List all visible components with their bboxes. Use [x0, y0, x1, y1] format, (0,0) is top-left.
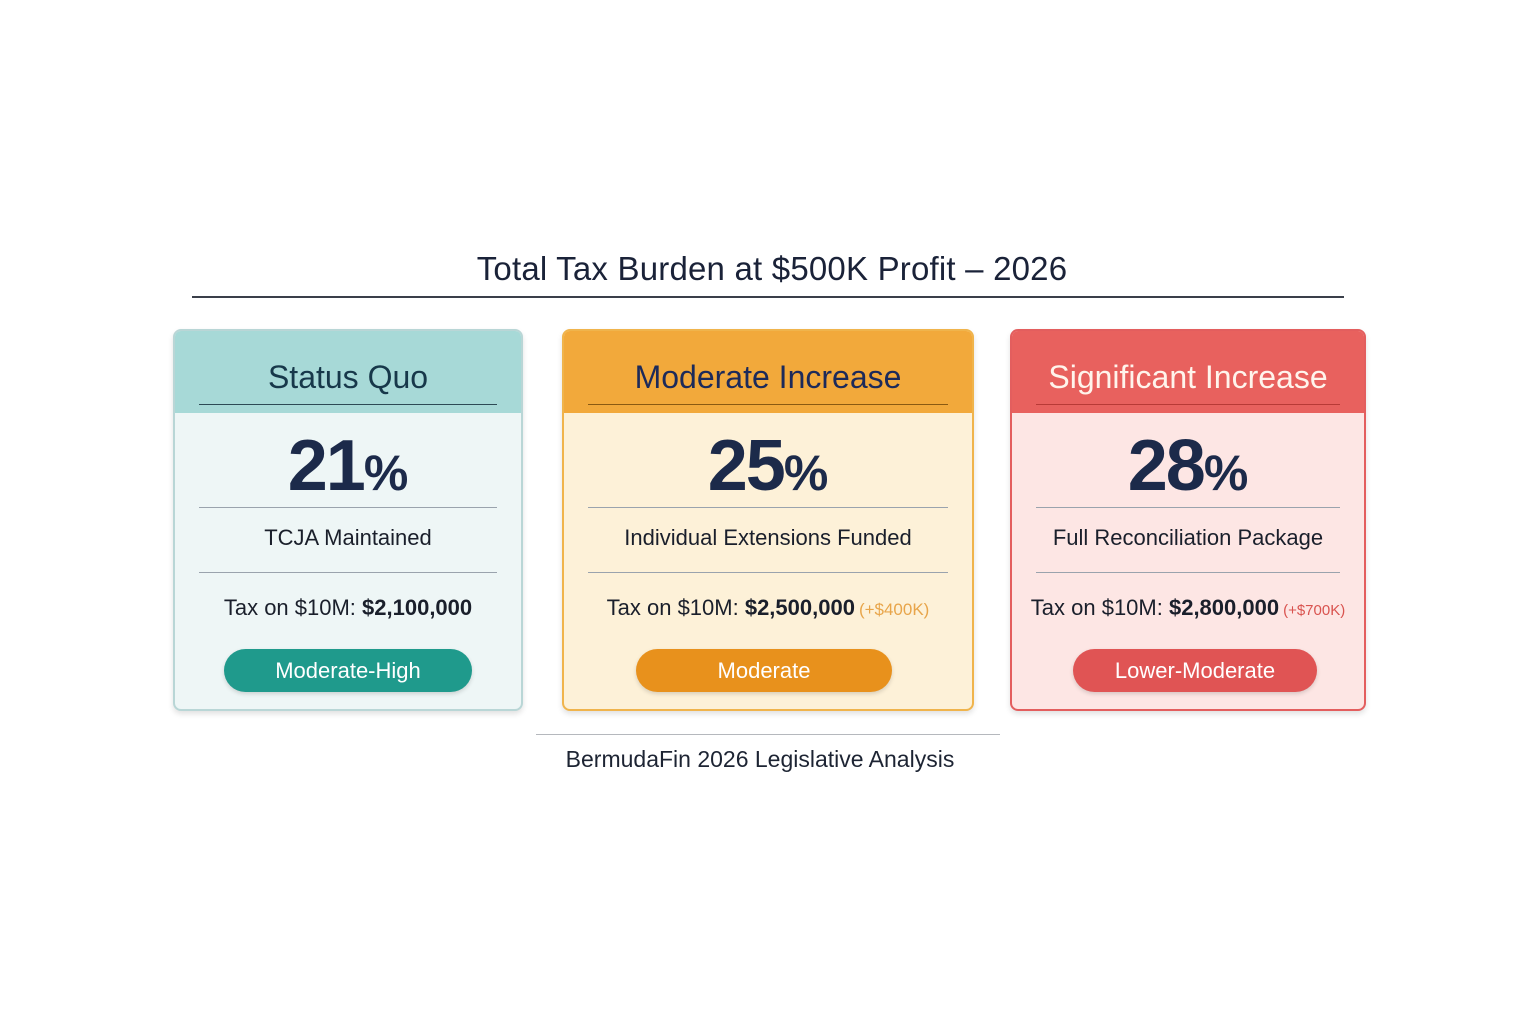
- scenario-title: Significant Increase: [1048, 359, 1328, 395]
- tax-label: Tax on $10M:: [1030, 595, 1169, 620]
- tax-rate-number: 21: [287, 426, 366, 506]
- divider: [588, 507, 948, 508]
- divider: [199, 507, 497, 508]
- rating-badge: Moderate-High: [224, 649, 472, 692]
- tax-amount: $2,500,000: [744, 595, 855, 620]
- percent-sign: %: [783, 445, 829, 501]
- tax-delta: (+$700K): [1283, 602, 1346, 619]
- scenario-card-status-quo: Status Quo 21% TCJA Maintained Tax on $1…: [173, 329, 523, 711]
- page-title: Total Tax Burden at $500K Profit – 2026: [476, 250, 1068, 287]
- tax-on-10m: Tax on $10M: $2,500,000 (+$400K): [564, 595, 972, 621]
- title-divider: [192, 296, 1344, 298]
- tax-on-10m: Tax on $10M: $2,800,000 (+$700K): [1012, 595, 1364, 621]
- header-divider: [1036, 403, 1340, 405]
- divider: [1036, 507, 1340, 508]
- percent-sign: %: [1203, 445, 1249, 501]
- divider: [199, 572, 497, 573]
- card-body: 21% TCJA Maintained Tax on $10M: $2,100,…: [175, 413, 521, 709]
- scenario-title: Moderate Increase: [634, 359, 902, 395]
- footer-source: BermudaFin 2026 Legislative Analysis: [565, 746, 955, 772]
- tax-label: Tax on $10M:: [606, 595, 745, 620]
- header-divider: [199, 403, 497, 405]
- footer-divider: [536, 734, 1000, 735]
- tax-label: Tax on $10M:: [223, 595, 363, 620]
- scenario-card-moderate-increase: Moderate Increase 25% Individual Extensi…: [562, 329, 974, 711]
- card-body: 28% Full Reconciliation Package Tax on $…: [1012, 413, 1364, 709]
- card-body: 25% Individual Extensions Funded Tax on …: [564, 413, 972, 709]
- tax-on-10m: Tax on $10M: $2,100,000: [175, 595, 521, 621]
- card-header: Moderate Increase: [564, 331, 972, 413]
- divider: [588, 572, 948, 573]
- tax-rate: 28%: [1012, 425, 1364, 507]
- divider: [1036, 572, 1340, 573]
- scenario-description: TCJA Maintained: [264, 525, 432, 550]
- scenario-title: Status Quo: [267, 359, 429, 395]
- tax-rate-number: 25: [707, 426, 786, 506]
- percent-sign: %: [363, 445, 409, 501]
- card-header: Significant Increase: [1012, 331, 1364, 413]
- scenario-card-significant-increase: Significant Increase 28% Full Reconcilia…: [1010, 329, 1366, 711]
- scenario-description: Individual Extensions Funded: [624, 525, 912, 550]
- tax-rate: 25%: [564, 425, 972, 507]
- card-header: Status Quo: [175, 331, 521, 413]
- tax-amount: $2,800,000: [1168, 595, 1280, 620]
- rating-badge: Lower-Moderate: [1073, 649, 1317, 692]
- scenario-description: Full Reconciliation Package: [1052, 525, 1324, 550]
- header-divider: [588, 403, 948, 405]
- tax-rate: 21%: [175, 425, 521, 507]
- rating-badge: Moderate: [636, 649, 892, 692]
- tax-rate-number: 28: [1127, 426, 1206, 506]
- tax-amount: $2,100,000: [362, 595, 473, 620]
- tax-delta: (+$400K): [858, 600, 930, 619]
